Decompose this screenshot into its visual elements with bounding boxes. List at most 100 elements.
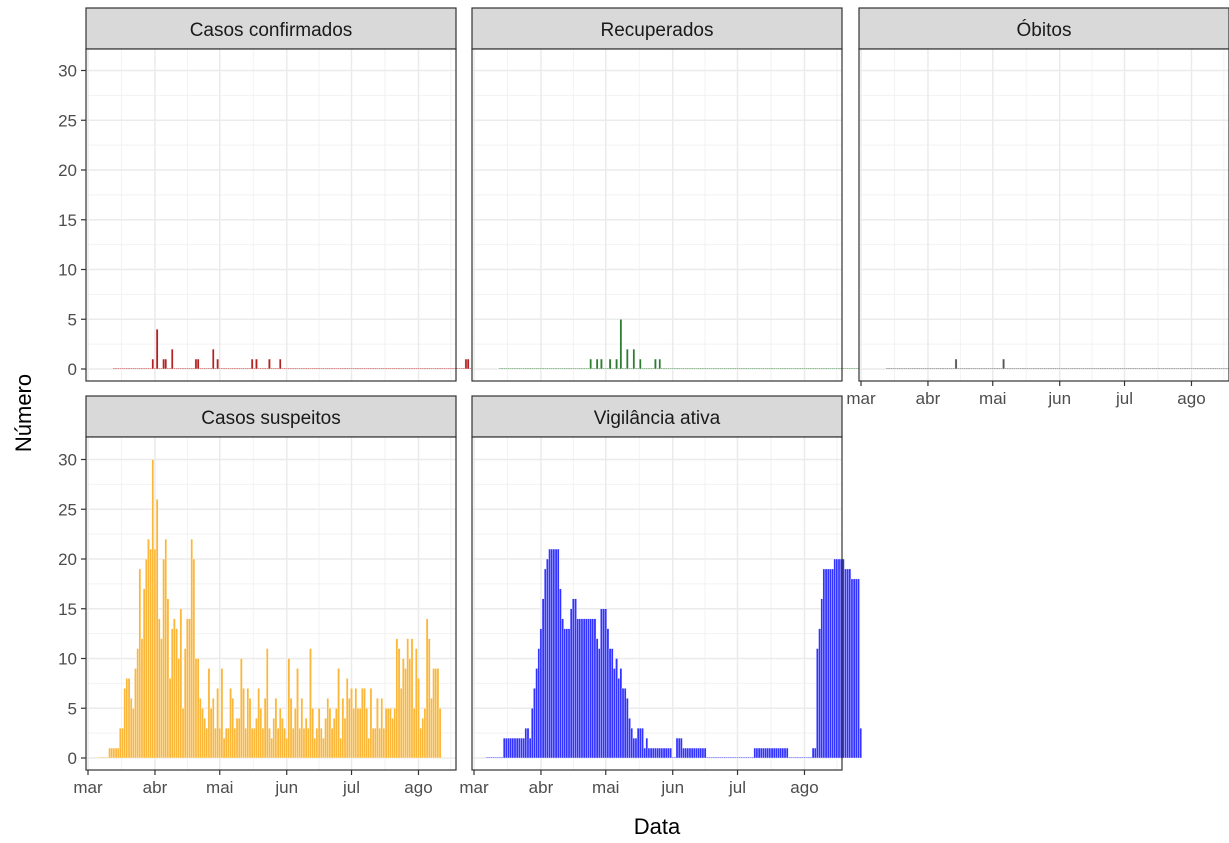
x-tick-label: mai: [206, 778, 233, 797]
bar: [1002, 358, 1005, 370]
bar: [502, 737, 506, 759]
facet-strip: [85, 7, 457, 50]
bar: [1149, 367, 1152, 370]
bar: [1084, 367, 1087, 370]
bar: [1093, 367, 1096, 370]
bar: [790, 756, 793, 759]
bar: [1136, 367, 1139, 370]
bar: [649, 367, 653, 370]
bar: [831, 568, 834, 759]
bar: [179, 367, 183, 370]
bar: [194, 658, 198, 759]
bar: [136, 367, 139, 370]
bar: [253, 367, 256, 370]
bar: [1036, 367, 1040, 370]
bar: [727, 756, 731, 759]
bar: [1043, 367, 1046, 370]
bar: [837, 558, 841, 759]
bar: [556, 367, 560, 370]
bar: [680, 737, 683, 759]
bar: [963, 367, 966, 370]
bar: [367, 737, 371, 759]
bar: [591, 618, 595, 759]
bar: [142, 367, 146, 370]
bar: [155, 329, 159, 370]
bar: [589, 358, 592, 370]
bar: [196, 658, 200, 759]
bar: [505, 737, 508, 759]
bar: [703, 367, 707, 370]
bar: [991, 367, 995, 370]
bar: [311, 367, 314, 370]
bar: [490, 756, 493, 759]
bar: [652, 747, 655, 759]
bar: [153, 548, 157, 759]
bar: [671, 367, 674, 370]
bar: [1103, 367, 1107, 370]
bar: [194, 358, 198, 370]
bar: [896, 367, 899, 370]
bar: [278, 358, 282, 370]
facet-strip: [85, 395, 457, 438]
bar: [617, 678, 620, 759]
bar: [1175, 367, 1178, 370]
bar: [677, 737, 681, 759]
bar: [686, 747, 690, 759]
bar: [939, 367, 943, 370]
bar: [613, 367, 616, 370]
bar: [662, 367, 666, 370]
bar: [738, 367, 741, 370]
bar: [747, 367, 750, 370]
bar: [229, 688, 232, 759]
bar: [1099, 367, 1103, 370]
bar: [507, 737, 510, 759]
bar: [626, 348, 629, 370]
bar: [384, 708, 388, 759]
bar: [1023, 367, 1027, 370]
bar: [926, 367, 930, 370]
bar: [848, 367, 852, 370]
bar: [677, 367, 681, 370]
bar: [550, 367, 554, 370]
bar: [675, 737, 679, 759]
bar: [337, 367, 340, 370]
bar: [1026, 367, 1029, 370]
bar: [423, 708, 427, 759]
bar: [563, 367, 566, 370]
bar: [794, 756, 798, 759]
bar: [639, 358, 642, 370]
bar: [425, 618, 429, 759]
bar: [337, 668, 340, 759]
bar: [266, 367, 269, 370]
bar: [703, 747, 707, 759]
bar: [415, 367, 418, 370]
bar: [324, 718, 327, 759]
bar: [153, 367, 157, 370]
bar: [302, 727, 306, 759]
y-tick-label: 5: [68, 310, 77, 329]
bar: [166, 367, 170, 370]
bar: [937, 367, 941, 370]
bar: [119, 367, 122, 370]
bar: [1116, 367, 1120, 370]
bar: [348, 367, 351, 370]
bar: [641, 367, 644, 370]
bar: [402, 658, 405, 759]
bar: [1064, 367, 1068, 370]
bar: [818, 628, 821, 759]
bar: [887, 367, 891, 370]
bar: [660, 367, 664, 370]
bar: [212, 348, 215, 370]
x-tick-label: abr: [529, 778, 554, 797]
bar: [116, 367, 120, 370]
bar: [729, 367, 733, 370]
bar: [690, 367, 694, 370]
bar: [1112, 367, 1115, 370]
bar: [341, 698, 345, 759]
bar: [511, 737, 515, 759]
facet-strip: [858, 7, 1229, 50]
bar: [600, 358, 603, 370]
bar: [1218, 367, 1221, 370]
bar: [1198, 367, 1202, 370]
bar: [539, 628, 543, 759]
